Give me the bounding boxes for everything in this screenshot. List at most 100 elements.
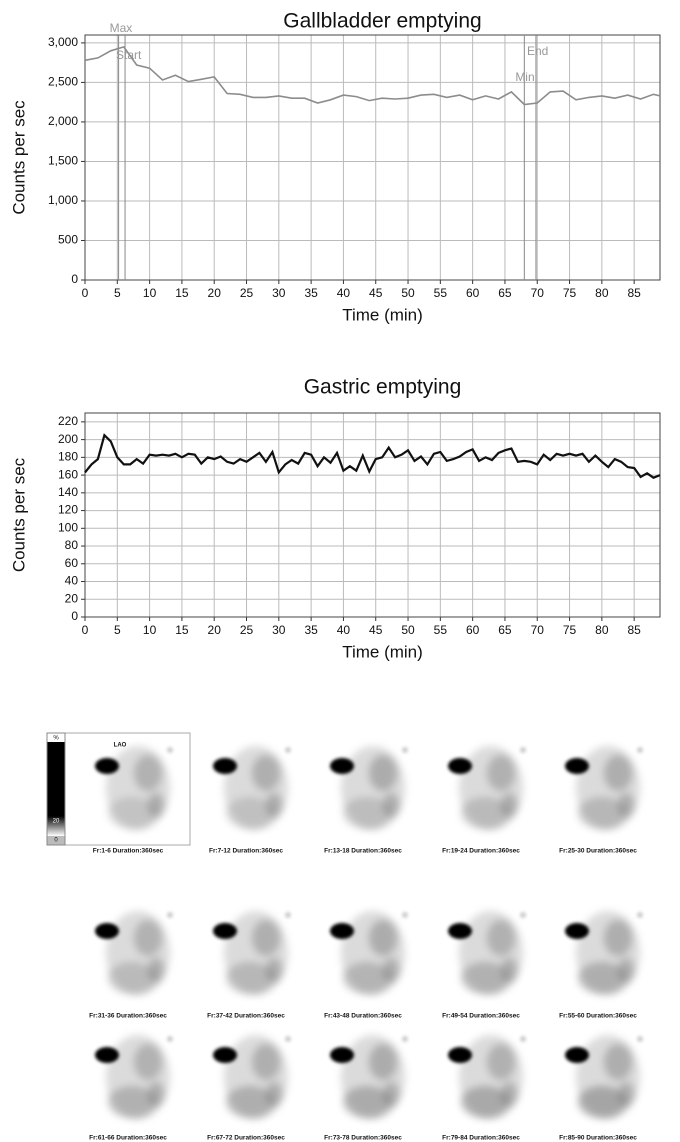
- scan-image: [95, 1035, 173, 1119]
- y-tick-label: 40: [65, 574, 79, 588]
- small-spot: [402, 1036, 408, 1042]
- bowel-shadow: [226, 1086, 274, 1118]
- organ-shadow: [134, 920, 162, 956]
- y-tick-label: 80: [65, 538, 79, 552]
- y-tick-label: 1,000: [48, 193, 78, 207]
- y-tick-label: 180: [58, 450, 78, 464]
- bowel-shadow: [148, 958, 164, 982]
- bowel-shadow: [618, 793, 634, 817]
- frame-caption: Fr:43-48 Duration:360sec: [324, 1013, 402, 1020]
- y-tick-label: 1,500: [48, 154, 78, 168]
- frame-caption: Fr:61-66 Duration:360sec: [89, 1135, 167, 1142]
- x-tick-label: 75: [563, 286, 577, 300]
- hot-spot: [95, 758, 119, 774]
- organ-shadow: [252, 1044, 280, 1080]
- small-spot: [637, 1036, 643, 1042]
- x-tick-label: 10: [143, 623, 157, 637]
- organ-shadow: [252, 920, 280, 956]
- bowel-shadow: [383, 958, 399, 982]
- small-spot: [520, 912, 526, 918]
- y-tick-label: 140: [58, 485, 78, 499]
- frame-caption: Fr:73-78 Duration:360sec: [324, 1135, 402, 1142]
- plot-frame: [84, 412, 661, 618]
- scan-image: [95, 746, 173, 830]
- y-tick-label: 2,000: [48, 114, 78, 128]
- colorbar-gradient: [47, 816, 65, 836]
- small-spot: [285, 747, 291, 753]
- x-tick-label: 50: [401, 623, 415, 637]
- hot-spot: [213, 1047, 237, 1063]
- y-tick-label: 120: [58, 503, 78, 517]
- x-tick-label: 45: [369, 286, 383, 300]
- chart-title: Gallbladder emptying: [283, 10, 481, 33]
- frame-caption: Fr:1-6 Duration:360sec: [93, 848, 164, 855]
- bowel-shadow: [226, 962, 274, 994]
- small-spot: [285, 1036, 291, 1042]
- hot-spot: [565, 923, 589, 939]
- scan-image: [448, 746, 526, 830]
- y-tick-label: 3,000: [48, 35, 78, 49]
- scan-image: [448, 1035, 526, 1119]
- x-tick-label: 65: [498, 623, 512, 637]
- frame-caption: Fr:31-36 Duration:360sec: [89, 1013, 167, 1020]
- x-tick-label: 35: [304, 623, 318, 637]
- view-label: LAO: [114, 743, 127, 749]
- bowel-shadow: [343, 1086, 391, 1118]
- bowel-shadow: [578, 962, 626, 994]
- hot-spot: [95, 1047, 119, 1063]
- bowel-shadow: [108, 797, 156, 829]
- bowel-shadow: [343, 797, 391, 829]
- scan-image: [330, 746, 408, 830]
- x-tick-label: 5: [114, 286, 121, 300]
- frame-caption: Fr:37-42 Duration:360sec: [207, 1013, 285, 1020]
- x-tick-label: 40: [337, 623, 351, 637]
- x-tick-label: 25: [240, 286, 254, 300]
- hot-spot: [565, 1047, 589, 1063]
- x-tick-label: 70: [531, 623, 545, 637]
- x-tick-label: 30: [272, 286, 286, 300]
- data-line: [84, 45, 661, 106]
- bowel-shadow: [618, 1082, 634, 1106]
- frame-caption: Fr:19-24 Duration:360sec: [442, 848, 520, 855]
- colorbar-label: 0: [54, 838, 58, 844]
- x-tick-label: 5: [114, 623, 121, 637]
- y-tick-label: 100: [58, 520, 78, 534]
- colorbar-label: %: [53, 736, 59, 742]
- bowel-shadow: [461, 797, 509, 829]
- organ-shadow: [252, 755, 280, 791]
- x-tick-label: 20: [208, 286, 222, 300]
- x-tick-label: 65: [498, 286, 512, 300]
- organ-shadow: [487, 755, 515, 791]
- scan-image: [213, 746, 291, 830]
- marker-label: Max: [110, 21, 133, 35]
- x-tick-label: 60: [466, 286, 480, 300]
- data-line: [84, 433, 661, 479]
- hot-spot: [330, 758, 354, 774]
- y-axis-title: Counts per sec: [9, 100, 28, 215]
- frame-caption: Fr:85-90 Duration:360sec: [559, 1135, 637, 1142]
- scan-image: [330, 1035, 408, 1119]
- colorbar-frame: [46, 732, 66, 846]
- organ-shadow: [487, 920, 515, 956]
- bowel-shadow: [266, 958, 282, 982]
- x-tick-label: 70: [531, 286, 545, 300]
- bowel-shadow: [383, 793, 399, 817]
- x-tick-label: 55: [434, 286, 448, 300]
- chart-title: Gastric emptying: [304, 376, 462, 399]
- x-tick-label: 75: [563, 623, 577, 637]
- organ-shadow: [369, 755, 397, 791]
- bowel-shadow: [148, 1082, 164, 1106]
- bowel-shadow: [343, 962, 391, 994]
- plot-frame: [84, 34, 661, 281]
- hot-spot: [330, 923, 354, 939]
- organ-shadow: [134, 1044, 162, 1080]
- bowel-shadow: [383, 1082, 399, 1106]
- small-spot: [167, 1036, 173, 1042]
- hot-spot: [565, 758, 589, 774]
- frame-caption: Fr:49-54 Duration:360sec: [442, 1013, 520, 1020]
- x-tick-label: 35: [304, 286, 318, 300]
- bowel-shadow: [461, 1086, 509, 1118]
- x-tick-label: 80: [595, 623, 609, 637]
- y-tick-label: 0: [71, 609, 78, 623]
